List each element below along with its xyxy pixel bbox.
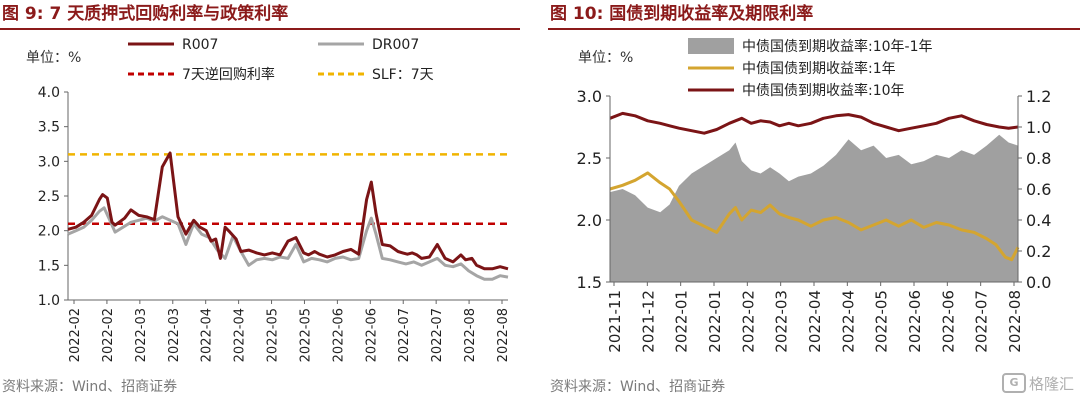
figure-10-panel: 图 10: 国债到期收益率及期限利率 单位：% 中债国债到期收益率:10年-1年中… [548, 0, 1080, 400]
x-tick-label: 2022-07 [973, 290, 991, 353]
series-line-1 [609, 171, 1020, 262]
x-tick-label: 2022-01 [706, 290, 724, 353]
series-line-1 [67, 206, 509, 281]
x-tick-label: 2022-04 [839, 290, 857, 353]
y-left-tick-label: 2.0 [577, 211, 602, 230]
y-right-tick-label: 1.0 [1026, 118, 1051, 137]
y-right-tick-label: 0.2 [1026, 242, 1051, 261]
y-right-tick-label: 0.0 [1026, 273, 1051, 292]
legend-label-1: DR007 [372, 37, 419, 53]
y-tick-label: 2.0 [38, 224, 60, 240]
y-tick-label: 1.5 [38, 258, 60, 274]
x-tick-label: 2022-03 [773, 290, 791, 353]
figure-9-title: 图 9: 7 天质押式回购利率与政策利率 [2, 4, 289, 24]
legend-label-3: SLF：7天 [372, 67, 434, 83]
figure-10-chart: 单位：% 中债国债到期收益率:10年-1年中债国债到期收益率:1年中债国债到期收益… [577, 38, 1051, 353]
figure-10-title-rule [548, 28, 1080, 30]
area-series-10y-1y [610, 134, 1018, 282]
watermark-logo-icon: G [1001, 373, 1026, 393]
figure-10-source: 资料来源：Wind、招商证券 [550, 379, 726, 395]
series-line-2 [609, 111, 1019, 135]
y-tick-label: 3.0 [38, 154, 60, 170]
y-left-tick-label: 2.5 [577, 149, 602, 168]
x-tick-label: 2022-06 [906, 290, 924, 353]
unit-label: 单位：% [578, 50, 633, 66]
x-tick-label: 2022-03 [134, 308, 149, 362]
y-right-tick-label: 0.6 [1026, 180, 1051, 199]
x-tick-label: 2022-02 [101, 308, 116, 362]
y-right-tick-label: 1.2 [1026, 87, 1051, 106]
figure-9-title-rule [0, 28, 520, 30]
x-tick-label: 2022-06 [939, 290, 957, 353]
legend-label-0: 中债国债到期收益率:10年-1年 [742, 38, 933, 55]
y-right-tick-label: 0.8 [1026, 149, 1051, 168]
x-tick-label: 2022-08 [496, 308, 511, 362]
x-tick-label: 2022-05 [266, 308, 281, 362]
x-tick-label: 2022-03 [167, 308, 182, 362]
x-tick-label: 2021-12 [639, 290, 657, 353]
x-tick-label: 2022-01 [673, 290, 691, 353]
series-line-0 [67, 151, 509, 271]
watermark: G 格隆汇 [1001, 372, 1074, 394]
x-tick-label: 2022-04 [200, 308, 215, 362]
y-tick-label: 4.0 [38, 85, 60, 101]
x-tick-label: 2022-05 [298, 308, 313, 362]
x-tick-label: 2022-08 [1006, 290, 1024, 353]
y-tick-label: 2.5 [38, 189, 60, 205]
x-tick-label: 2022-02 [739, 290, 757, 353]
legend-label-1: 中债国债到期收益率:1年 [742, 60, 896, 77]
figure-10-title: 图 10: 国债到期收益率及期限利率 [550, 4, 814, 24]
x-tick-label: 2022-07 [430, 308, 445, 362]
x-tick-label: 2022-02 [68, 308, 83, 362]
legend-label-2: 中债国债到期收益率:10年 [742, 82, 905, 99]
legend-swatch-0 [688, 38, 734, 54]
y-tick-label: 1.0 [38, 293, 60, 309]
unit-label: 单位：% [26, 50, 81, 66]
x-tick-label: 2022-06 [331, 308, 346, 362]
figure-9-chart: 单位：% R007 DR007 7天逆回购利率 SLF：7天 1.0 1.5 2.0 2.5 3.… [26, 37, 511, 362]
x-tick-label: 2022-06 [364, 308, 379, 362]
legend-label-2: 7天逆回购利率 [182, 66, 275, 83]
y-left-tick-label: 1.5 [577, 273, 602, 292]
x-tick-label: 2022-04 [233, 308, 248, 362]
y-left-tick-label: 3.0 [577, 87, 602, 106]
figure-9-panel: 图 9: 7 天质押式回购利率与政策利率 单位：% R007 DR007 7天逆回购利… [0, 0, 530, 400]
watermark-text: 格隆汇 [1028, 374, 1074, 393]
x-tick-label: 2022-08 [463, 308, 478, 362]
legend-label-0: R007 [182, 37, 218, 53]
x-tick-label: 2022-07 [397, 308, 412, 362]
y-tick-label: 3.5 [38, 120, 60, 136]
x-tick-label: 2022-05 [873, 290, 891, 353]
y-right-tick-label: 0.4 [1026, 211, 1051, 230]
x-tick-label: 2022-04 [806, 290, 824, 353]
figure-9-source: 资料来源：Wind、招商证券 [2, 379, 178, 395]
x-tick-label: 2021-11 [606, 290, 624, 353]
